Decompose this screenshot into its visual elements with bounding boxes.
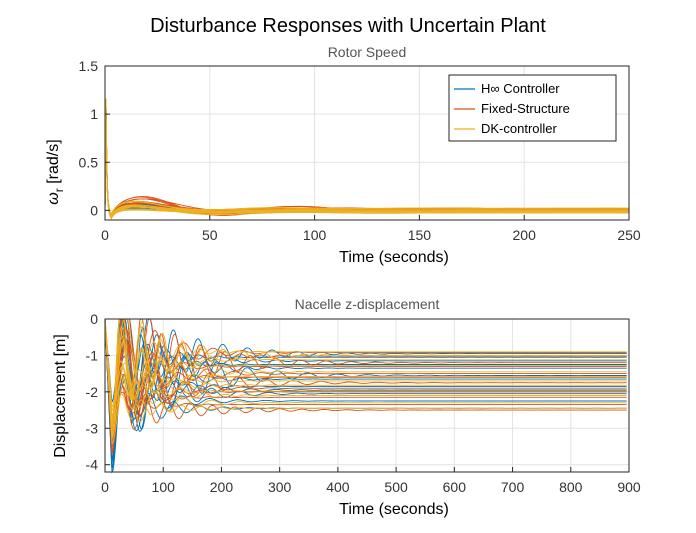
figure-title: Disturbance Responses with Uncertain Pla… xyxy=(150,15,546,37)
nacelle-displacement-ylabel: Displacement [m] xyxy=(52,334,69,458)
rotor-speed-series-line xyxy=(104,129,629,217)
nacelle-displacement-ytick-label: -1 xyxy=(86,347,99,363)
rotor-speed-ytick-label: 0.5 xyxy=(79,154,99,170)
nacelle-displacement-lines xyxy=(104,318,627,474)
rotor-speed-xtick-label: 50 xyxy=(202,227,218,243)
nacelle-displacement-series-line xyxy=(104,318,627,427)
nacelle-displacement-series-line xyxy=(104,318,627,413)
nacelle-displacement-series-line xyxy=(104,318,627,424)
nacelle-displacement-xtick-label: 200 xyxy=(210,479,234,495)
legend: H∞ Controller Fixed-Structure DK-control… xyxy=(448,74,617,142)
nacelle-displacement-xtick-label: 500 xyxy=(384,479,408,495)
nacelle-displacement-xtick-label: 0 xyxy=(101,479,109,495)
legend-box xyxy=(448,74,617,142)
nacelle-displacement-series-line xyxy=(104,318,627,420)
nacelle-displacement-series-line xyxy=(104,318,627,437)
rotor-speed-series-line xyxy=(104,112,629,219)
nacelle-displacement-series-line xyxy=(104,318,627,463)
nacelle-displacement-series-line xyxy=(104,318,627,428)
nacelle-displacement-series-line xyxy=(104,318,627,421)
nacelle-displacement-xtick-label: 400 xyxy=(326,479,350,495)
nacelle-displacement-ticks: 0 100 200 300 400 500 600 700 800 900 -4 -3 -2 -1 0 xyxy=(86,311,641,495)
nacelle-displacement-series-line xyxy=(104,318,627,440)
nacelle-displacement-ytick-label: -4 xyxy=(86,457,99,473)
rotor-speed-series-line xyxy=(104,114,629,218)
rotor-speed-xlabel: Time (seconds) xyxy=(339,249,449,266)
nacelle-displacement-xtick-label: 800 xyxy=(559,479,583,495)
rotor-speed-ytick-label: 1 xyxy=(90,106,98,122)
nacelle-displacement-series-line xyxy=(104,318,627,469)
rotor-speed-ylabel-unit: [rad/s] xyxy=(45,139,62,188)
nacelle-displacement-ytick-label: -3 xyxy=(86,420,99,436)
rotor-speed-series-line xyxy=(104,128,629,218)
rotor-speed-ytick-label: 1.5 xyxy=(79,58,99,74)
rotor-speed-axes-box xyxy=(104,65,630,221)
nacelle-displacement-series-line xyxy=(104,318,627,429)
legend-label-hinf: H∞ Controller xyxy=(481,81,560,96)
rotor-speed-xtick-label: 200 xyxy=(513,227,537,243)
nacelle-displacement-xtick-label: 700 xyxy=(501,479,525,495)
rotor-speed-ylabel-symbol: ω xyxy=(45,192,62,204)
rotor-speed-ytick-label: 0 xyxy=(90,202,98,218)
rotor-speed-ylabel-subscript: r xyxy=(52,188,66,192)
nacelle-displacement-series-line xyxy=(104,318,627,433)
nacelle-displacement-xtick-label: 600 xyxy=(443,479,467,495)
rotor-speed-title: Rotor Speed xyxy=(328,44,407,60)
rotor-speed-xtick-label: 250 xyxy=(617,227,641,243)
rotor-speed-ylabel: ωr [rad/s] xyxy=(45,139,66,204)
rotor-speed-series-line xyxy=(104,107,629,216)
nacelle-displacement-axes-box xyxy=(104,318,630,473)
nacelle-displacement-series-line xyxy=(104,318,627,408)
nacelle-displacement-ytick-label: -2 xyxy=(86,384,99,400)
rotor-speed-xtick-label: 100 xyxy=(303,227,327,243)
nacelle-displacement-series-line xyxy=(104,318,627,438)
nacelle-displacement-xtick-label: 300 xyxy=(268,479,292,495)
rotor-speed-series-line xyxy=(104,128,629,217)
nacelle-displacement-chart: Nacelle z-displacement 0 100 200 300 400 500 6… xyxy=(52,296,641,518)
nacelle-displacement-ytick-label: 0 xyxy=(90,311,98,327)
rotor-speed-chart: Rotor Speed 0 50 100 150 200 250 0 0.5 1 1.5 Time… xyxy=(45,44,641,266)
rotor-speed-series-line xyxy=(104,117,629,216)
nacelle-displacement-series-line xyxy=(104,318,627,445)
nacelle-displacement-xlabel: Time (seconds) xyxy=(339,501,449,518)
nacelle-displacement-series-line xyxy=(104,318,627,440)
rotor-speed-ticks: 0 50 100 150 200 250 0 0.5 1 1.5 xyxy=(79,58,641,243)
rotor-speed-xtick-label: 150 xyxy=(408,227,432,243)
nacelle-displacement-title: Nacelle z-displacement xyxy=(295,296,440,312)
legend-label-fixed: Fixed-Structure xyxy=(481,101,570,116)
nacelle-displacement-series-line xyxy=(104,318,627,425)
legend-label-dk: DK-controller xyxy=(481,121,558,136)
rotor-speed-lines xyxy=(104,98,629,220)
nacelle-displacement-xtick-label: 900 xyxy=(617,479,641,495)
rotor-speed-xtick-label: 0 xyxy=(101,227,109,243)
nacelle-displacement-xtick-label: 100 xyxy=(152,479,176,495)
